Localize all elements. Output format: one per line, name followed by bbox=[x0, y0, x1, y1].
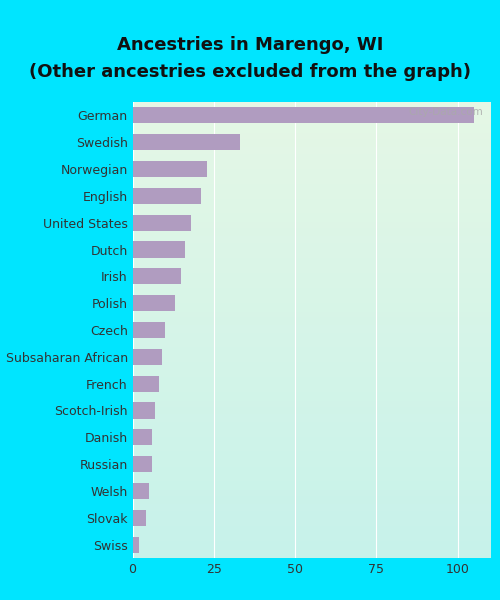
Bar bbox=[132, 536, 139, 553]
Bar bbox=[132, 215, 191, 231]
Text: City-Data.com: City-Data.com bbox=[408, 107, 483, 116]
Bar bbox=[132, 483, 149, 499]
Bar bbox=[132, 322, 165, 338]
Bar bbox=[132, 134, 240, 150]
Bar bbox=[132, 403, 155, 419]
Bar bbox=[132, 295, 175, 311]
Bar bbox=[132, 429, 152, 445]
Bar bbox=[132, 268, 181, 284]
Bar bbox=[132, 349, 162, 365]
Bar bbox=[132, 188, 201, 204]
Text: (Other ancestries excluded from the graph): (Other ancestries excluded from the grap… bbox=[29, 63, 471, 81]
Bar bbox=[132, 107, 474, 124]
Bar bbox=[132, 241, 184, 257]
Bar bbox=[132, 161, 208, 177]
Bar bbox=[132, 376, 158, 392]
Bar bbox=[132, 456, 152, 472]
Text: Ancestries in Marengo, WI: Ancestries in Marengo, WI bbox=[117, 36, 383, 54]
Bar bbox=[132, 510, 145, 526]
